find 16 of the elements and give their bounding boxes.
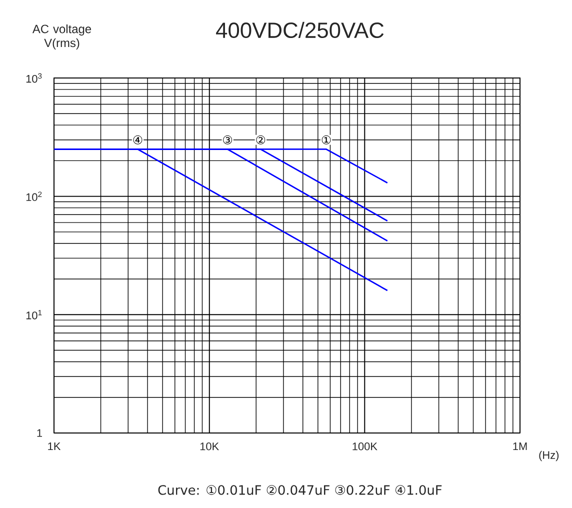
y-axis-title: AC voltage V(rms): [32, 24, 92, 50]
y-tick-label: 10$^{2}$: [26, 192, 42, 202]
annotation: ③: [223, 135, 232, 144]
annotation: ②: [256, 135, 266, 144]
x-tick-label: 100K: [352, 442, 378, 450]
y-tick-label: 1: [37, 429, 42, 437]
x-axis-title: (Hz): [539, 450, 559, 462]
x-tick-label: 10K: [200, 442, 219, 450]
x-tick-label: 1M: [513, 442, 527, 450]
annotation: ④: [133, 135, 142, 144]
y-tick-label: 10$^{3}$: [26, 73, 42, 83]
x-tick-label: 1K: [48, 442, 61, 450]
chart-title: 400VDC/250VAC: [216, 22, 384, 38]
y-tick-label: 10$^{1}$: [26, 310, 42, 320]
annotation: ①: [322, 135, 331, 144]
text: Curve: ①0.01uF ②0.047uF ③0.22uF ④1.0uF: [158, 485, 442, 495]
